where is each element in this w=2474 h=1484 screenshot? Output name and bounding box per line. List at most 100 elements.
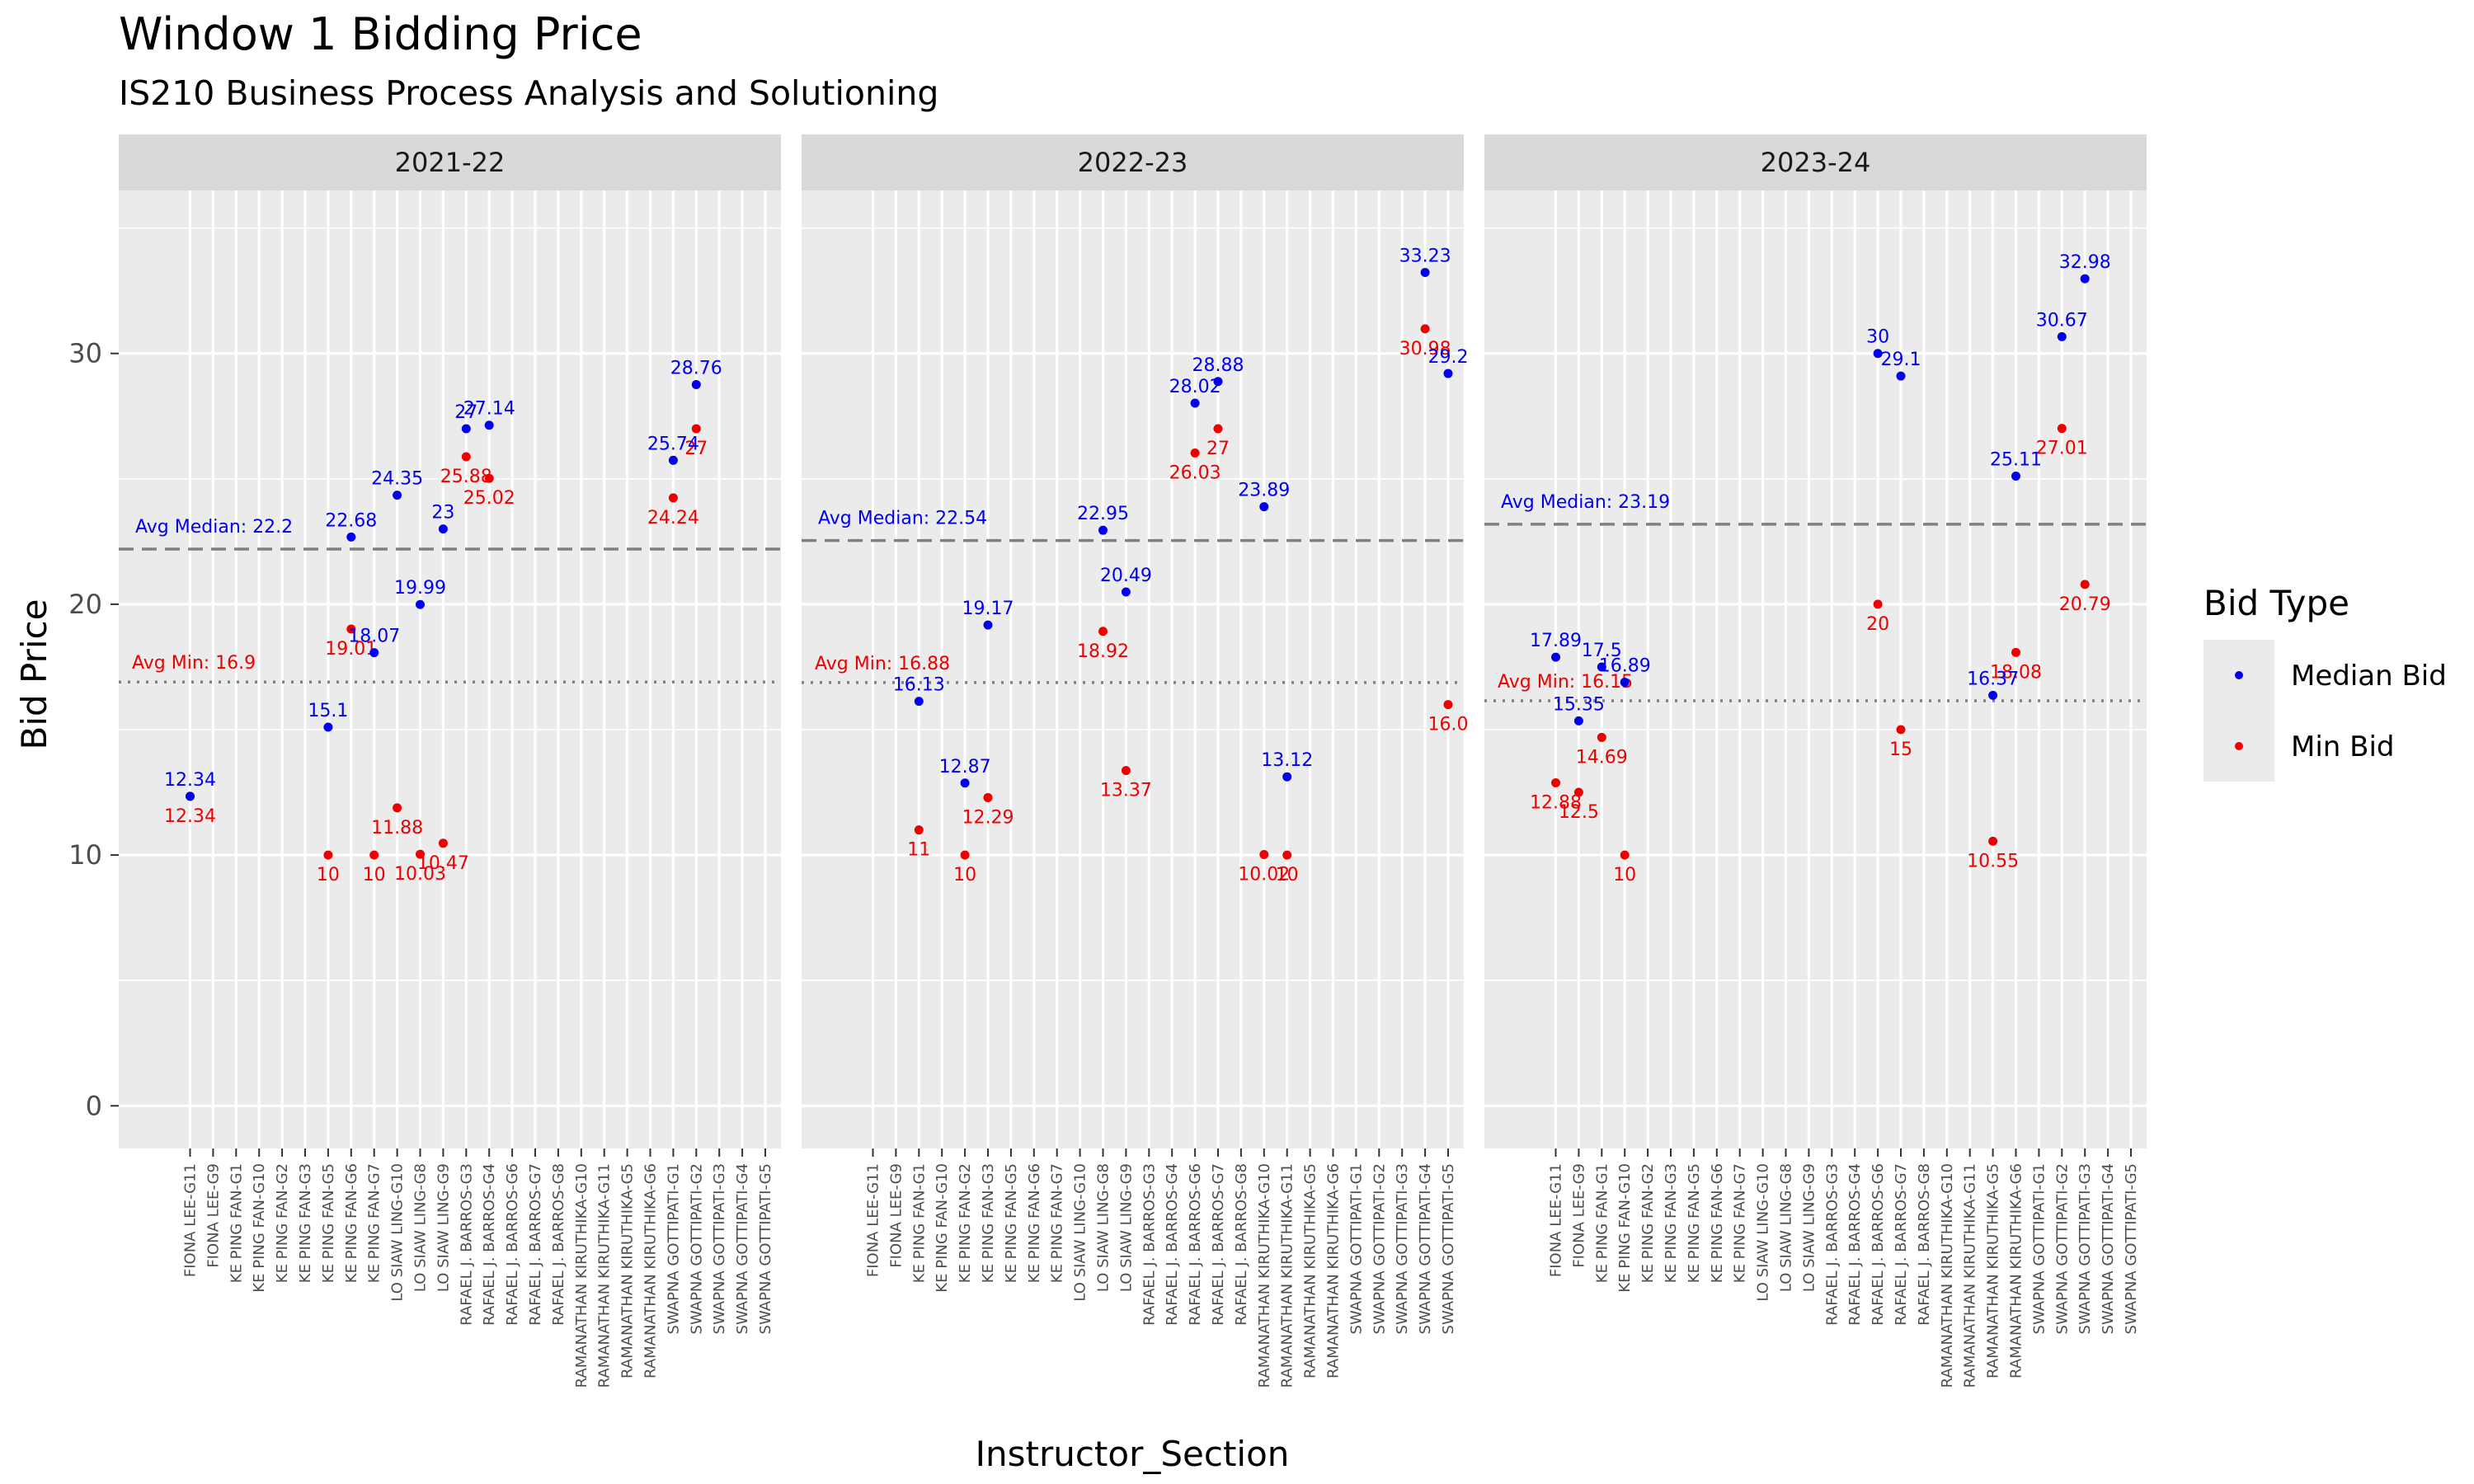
median-bid-label: 28.76 [670,358,722,378]
min-bid-point [2080,580,2090,589]
min-bid-label: 18.92 [1077,641,1129,662]
facet-strip [1484,134,2147,190]
median-bid-point [1443,369,1453,378]
min-bid-label: 10.02 [1238,864,1290,885]
min-bid-label: 12.29 [962,807,1014,828]
min-bid-label: 27 [684,439,708,459]
x-tick-label: SWAPNA GOTTIPATI-G1 [1348,1163,1365,1334]
x-tick-label: RAFAEL J. BARROS-G7 [1210,1163,1227,1326]
median-bid-label: 25.11 [1990,449,2042,470]
avg-min-label: Avg Min: 16.15 [1498,672,1633,693]
median-bid-point [1259,502,1269,512]
x-tick-label: KE PING FAN-G7 [1732,1163,1749,1283]
avg-min-label: Avg Min: 16.88 [815,654,950,674]
x-tick-label: SWAPNA GOTTIPATI-G2 [688,1163,705,1334]
min-bid-label: 11.88 [371,818,423,838]
x-tick-label: SWAPNA GOTTIPATI-G3 [1394,1163,1411,1334]
median-bid-label: 20.49 [1100,566,1152,586]
x-tick-label: RAFAEL J. BARROS-G4 [481,1163,498,1326]
min-bid-point [668,493,678,503]
legend-point-min [2235,742,2243,750]
min-bid-point [691,424,701,434]
x-tick-label: LO SIAW LING-G8 [1778,1163,1795,1292]
min-bid-point [484,473,494,483]
median-bid-point [1190,398,1200,408]
min-bid-label: 12.34 [164,806,216,827]
min-bid-label: 12.5 [1559,802,1599,823]
median-bid-label: 15.1 [308,701,348,721]
median-bid-label: 29.1 [1881,350,1921,370]
x-tick-label: SWAPNA GOTTIPATI-G5 [757,1163,774,1334]
min-bid-point [1259,849,1269,859]
x-tick-label: RAFAEL J. BARROS-G4 [1164,1163,1181,1326]
median-bid-label: 12.34 [164,770,216,791]
min-bid-point [1551,777,1560,787]
x-tick-label: RAMANATHAN KIRUTHIKA-G5 [1302,1163,1319,1378]
min-bid-label: 20.79 [2059,594,2111,615]
x-tick-label: KE PING FAN-G5 [320,1163,337,1283]
x-tick-label: RAMANATHAN KIRUTHIKA-G11 [1962,1163,1979,1388]
median-bid-label: 22.68 [325,510,377,531]
median-bid-point [1213,377,1223,387]
chart-title: Window 1 Bidding Price [119,8,642,60]
min-bid-label: 10.03 [394,864,446,885]
x-tick-label: RAMANATHAN KIRUTHIKA-G11 [596,1163,614,1388]
median-bid-point [1896,371,1906,381]
legend-title: Bid Type [2204,583,2349,623]
x-tick-label: SWAPNA GOTTIPATI-G2 [2053,1163,2071,1334]
min-bid-label: 15 [1889,740,1912,760]
avg-median-label: Avg Median: 22.54 [818,509,987,529]
median-bid-point [1597,662,1606,672]
y-axis-title: Bid Price [14,599,54,750]
avg-median-label: Avg Median: 22.2 [135,517,293,538]
median-bid-point [1420,267,1430,277]
median-bid-label: 18.07 [348,627,400,647]
y-tick-label: 20 [68,589,102,620]
median-bid-label: 28.88 [1192,355,1244,376]
facet-strip [802,134,1464,190]
median-bid-point [416,599,425,609]
min-bid-label: 16.0 [1428,715,1469,735]
median-bid-point [668,455,678,465]
min-bid-point [1597,732,1606,742]
min-bid-point [983,792,993,802]
x-tick-label: RAMANATHAN KIRUTHIKA-G5 [1985,1163,2002,1378]
panel-2023-24: 2023-24 Avg Median: 23.19 Avg Min: 16.15 12… [1484,134,2147,1388]
x-tick-label: RAMANATHAN KIRUTHIKA-G11 [1279,1163,1296,1388]
x-tick-label: RAFAEL J. BARROS-G8 [1916,1163,1933,1326]
min-bid-point [1988,836,1998,846]
min-bid-point [369,850,379,860]
x-tick-label: LO SIAW LING-G9 [1800,1163,1818,1292]
min-bid-point [1896,725,1906,735]
x-tick-label: RAMANATHAN KIRUTHIKA-G10 [1256,1163,1273,1388]
x-tick-label: RAMANATHAN KIRUTHIKA-G5 [619,1163,637,1378]
median-bid-label: 24.35 [371,469,423,490]
min-bid-label: 25.02 [463,488,515,509]
min-bid-point [438,838,448,848]
legend-label-min: Min Bid [2291,730,2395,763]
x-tick-label: RAMANATHAN KIRUTHIKA-G10 [1939,1163,1956,1388]
panel-background [802,190,1464,1148]
x-tick-label: SWAPNA GOTTIPATI-G4 [1417,1163,1434,1334]
median-bid-label: 15.35 [1553,694,1605,715]
x-tick-label: FIONA LEE-G11 [182,1163,200,1277]
x-tick-label: KE PING FAN-G5 [1686,1163,1703,1283]
median-bid-label: 16.37 [1967,669,2019,689]
legend-point-median [2235,671,2243,679]
min-bid-point [2011,647,2020,657]
x-tick-label: SWAPNA GOTTIPATI-G5 [1440,1163,1457,1334]
x-tick-label: SWAPNA GOTTIPATI-G1 [665,1163,682,1334]
min-bid-label: 10.55 [1967,851,2019,871]
min-bid-label: 10 [317,865,340,885]
facet-strip-label: 2023-24 [1761,147,1871,178]
legend: Bid Type Median Bid Min Bid [2204,583,2447,782]
median-bid-point [484,420,494,430]
x-tick-label: RAFAEL J. BARROS-G4 [1846,1163,1864,1326]
median-bid-point [691,379,701,389]
min-bid-point [1443,700,1453,710]
median-bid-point [2080,274,2090,284]
x-tick-label: RAMANATHAN KIRUTHIKA-G6 [1325,1163,1343,1378]
median-bid-point [983,620,993,630]
x-tick-label: KE PING FAN-G10 [934,1163,951,1293]
